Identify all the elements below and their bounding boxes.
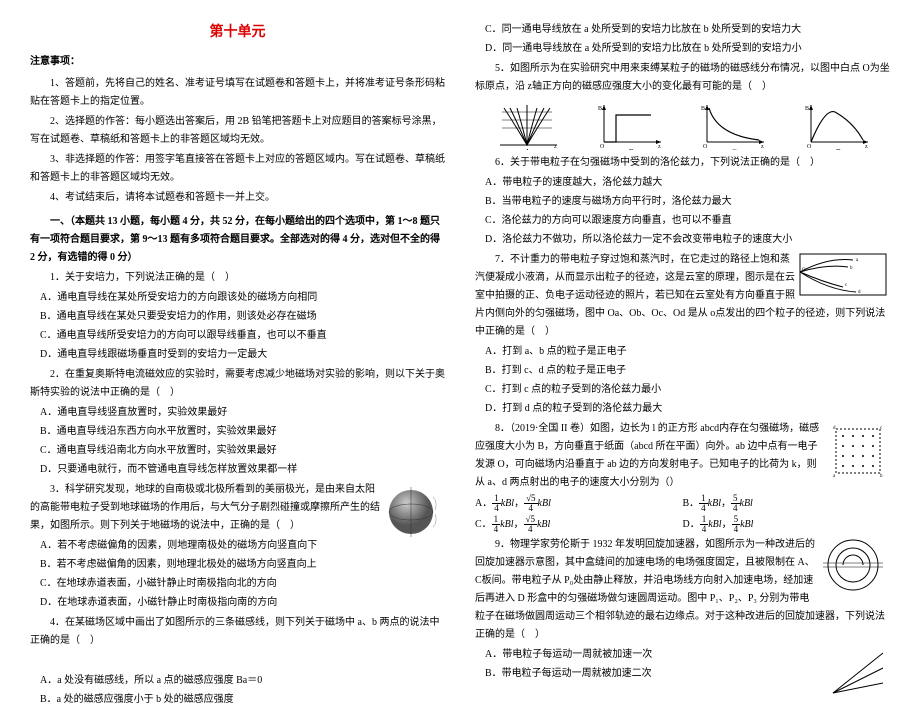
q7-opt-c: C．打到 c 点的粒子受到的洛伦兹力最小 [475, 381, 890, 399]
chart-d: D B z O [803, 100, 873, 150]
svg-text:B: B [805, 106, 809, 112]
q6-stem: 6．关于带电粒子在匀强磁场中受到的洛伦兹力，下列说法正确的是（ ） [475, 154, 890, 172]
svg-text:b: b [880, 474, 883, 479]
q1-opt-c: C．通电直导线所受安培力的方向可以跟导线垂直，也可以不垂直 [30, 327, 445, 345]
q3-opt-b: B．若不考虑磁偏角的因素，则地理北极处的磁场方向竖直向上 [30, 556, 445, 574]
svg-text:B: B [598, 106, 602, 112]
q5-stem: 5．如图所示为在实验研究中用来束缚某粒子的磁场的磁感线分布情况，以图中白点 O为… [475, 60, 890, 96]
notice-heading: 注意事项： [30, 53, 445, 71]
q2-opt-d: D．只要通电就行，而不管通电直导线怎样放置效果都一样 [30, 461, 445, 479]
svg-text:d: d [858, 290, 861, 295]
svg-text:B: B [629, 148, 634, 150]
left-column: 第十单元 注意事项： 1、答题前，先将自己的姓名、准考证号填写在试题卷和答题卡上… [30, 20, 445, 710]
q6-opt-d: D．洛伦兹力不做功，所以洛伦兹力一定不会改变带电粒子的速度大小 [475, 231, 890, 249]
q2-opt-c: C．通电直导线沿南北方向水平放置时，实验效果最好 [30, 442, 445, 460]
notice-1: 1、答题前，先将自己的姓名、准考证号填写在试题卷和答题卡上，并将准考证号条形码粘… [30, 75, 445, 111]
q7-opt-d: D．打到 d 点的粒子受到的洛伦兹力最大 [475, 400, 890, 418]
unit-title: 第十单元 [30, 20, 445, 45]
q9-figure [818, 538, 888, 593]
svg-text:O: O [802, 268, 806, 273]
q2-opt-a: A．通电直导线竖直放置时，实验效果最好 [30, 404, 445, 422]
svg-text:z: z [865, 144, 868, 150]
q6-opt-c: C．洛伦兹力的方向可以跟速度方向垂直，也可以不垂直 [475, 212, 890, 230]
chart-b: B B z O [596, 100, 666, 150]
q1-opt-a: A．通电直导线在某处所受安培力的方向跟该处的磁场方向相同 [30, 289, 445, 307]
svg-text:C: C [732, 148, 737, 150]
svg-text:A: A [525, 148, 530, 150]
svg-text:z: z [554, 144, 557, 150]
notice-4: 4、考试结束后，请将本试题卷和答题卡一并上交。 [30, 189, 445, 207]
svg-text:b: b [850, 266, 853, 271]
svg-text:B: B [701, 106, 705, 112]
right-column: C．同一通电导线放在 a 处所受到的安培力比放在 b 处所受到的安培力大 D．同… [475, 20, 890, 710]
q8-opts-row1: A．14kBl，√54kBl B．14kBl，54kBl [475, 494, 890, 513]
q7-opt-b: B．打到 c、d 点的粒子是正电子 [475, 362, 890, 380]
notice-2: 2、选择题的作答：每小题选出答案后，用 2B 铅笔把答题卡上对应题目的答案标号涂… [30, 113, 445, 149]
q7-figure: ab c d O [798, 252, 888, 297]
svg-text:a: a [856, 258, 859, 263]
q3-opt-c: C．在地球赤道表面，小磁针静止时南极指向北的方向 [30, 575, 445, 593]
chart-a: A z [492, 100, 562, 150]
svg-text:z: z [658, 144, 661, 150]
chart-c: C B z O [699, 100, 769, 150]
notice-3: 3、非选择题的作答：用签字笔直接答在答题卡上对应的答题区域内。写在试题卷、草稿纸… [30, 151, 445, 187]
q4-stem: 4．在某磁场区域中画出了如图所示的三条磁感线，则下列关于磁场中 a、b 两点的说… [30, 614, 445, 650]
q4-opt-a: A．a 处没有磁感线，所以 a 点的磁感应强度 Ba＝0 [30, 672, 445, 690]
svg-text:O: O [807, 144, 812, 150]
q1-opt-d: D．通电直导线跟磁场垂直时受到的安培力一定最大 [30, 346, 445, 364]
q3-opt-d: D．在地球赤道表面，小磁针静止时南极指向南的方向 [30, 594, 445, 612]
svg-text:c: c [880, 426, 883, 431]
q7-opt-a: A．打到 a、b 点的粒子是正电子 [475, 343, 890, 361]
q5-charts: A z B B z O C B z O [475, 100, 890, 150]
svg-text:a: a [833, 474, 836, 479]
q4-opt-c: C．同一通电导线放在 a 处所受到的安培力比放在 b 处所受到的安培力大 [475, 21, 890, 39]
q2-opt-b: B．通电直导线沿东西方向水平放置时，实验效果最好 [30, 423, 445, 441]
svg-text:O: O [600, 144, 605, 150]
q1-stem: 1．关于安培力，下列说法正确的是（ ） [30, 269, 445, 287]
q6-opt-b: B．当带电粒子的速度与磁场方向平行时，洛伦兹力最大 [475, 193, 890, 211]
q9-lines-figure [828, 648, 888, 698]
q4-opt-d: D．同一通电导线放在 a 处所受到的安培力比放在 b 处所受到的安培力小 [475, 40, 890, 58]
svg-text:d: d [833, 426, 836, 431]
q1-opt-b: B．通电直导线在某处只要受安培力的作用，则该处必存在磁场 [30, 308, 445, 326]
q6-opt-a: A．带电粒子的速度越大，洛伦兹力越大 [475, 174, 890, 192]
svg-text:c: c [845, 283, 848, 288]
globe-figure [383, 482, 443, 542]
q8-opts-row2: C．14kBl，√54kBl D．14kBl，54kBl [475, 515, 890, 534]
svg-text:z: z [761, 144, 764, 150]
svg-text:O: O [703, 144, 708, 150]
q8-figure: d c a b [828, 421, 888, 481]
svg-text:D: D [836, 148, 841, 150]
q4-opt-b: B．a 处的磁感应强度小于 b 处的磁感应强度 [30, 691, 445, 709]
q2-stem: 2．在重复奥斯特电流磁效应的实验时，需要考虑减少地磁场对实验的影响，则以下关于奥… [30, 366, 445, 402]
part1-heading: 一、（本题共 13 小题，每小题 4 分，共 52 分，在每小题给出的四个选项中… [30, 213, 445, 267]
